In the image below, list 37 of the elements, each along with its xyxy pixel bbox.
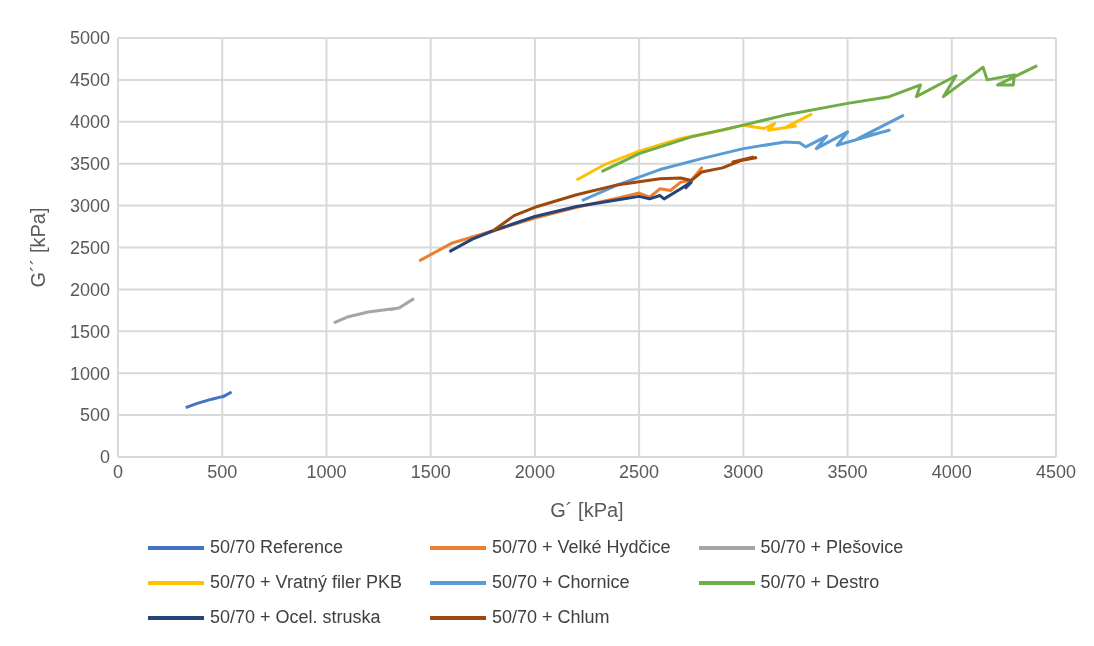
legend-label: 50/70 + Vratný filer PKB <box>210 572 402 593</box>
y-tick-label: 2000 <box>69 279 110 300</box>
y-tick-label: 3000 <box>69 195 110 216</box>
x-tick-label: 4000 <box>931 461 972 482</box>
legend-label: 50/70 + Chornice <box>491 572 630 593</box>
legend-label: 50/70 + Plešovice <box>760 537 904 558</box>
line-series <box>580 113 906 203</box>
x-tick-label: 1500 <box>410 461 451 482</box>
y-tick-label: 2500 <box>69 237 110 258</box>
x-tick-label: 500 <box>207 461 238 482</box>
x-tick-label: 2000 <box>514 461 555 482</box>
x-tick-label: 2500 <box>619 461 660 482</box>
x-axis-title: G´ [kPa] <box>550 499 624 521</box>
y-axis-title: G´´ [kPa] <box>27 207 50 288</box>
line-series <box>491 155 758 233</box>
x-tick-label: 3500 <box>827 461 868 482</box>
legend-label: 50/70 + Velké Hydčice <box>491 537 671 558</box>
line-series <box>447 180 693 254</box>
x-tick-label: 3000 <box>723 461 764 482</box>
line-series <box>184 390 234 410</box>
y-tick-label: 0 <box>99 447 110 468</box>
legend-label: 50/70 Reference <box>210 537 344 558</box>
legend-label: 50/70 + Chlum <box>491 607 610 628</box>
x-tick-label: 0 <box>112 461 124 482</box>
y-tick-label: 4000 <box>69 112 110 133</box>
legend-label: 50/70 + Destro <box>760 572 880 593</box>
line-series <box>600 64 1039 174</box>
x-tick-label: 1000 <box>306 461 347 482</box>
y-tick-label: 1500 <box>69 321 110 342</box>
y-tick-label: 1000 <box>69 363 110 384</box>
line-series <box>332 297 416 325</box>
y-tick-label: 4500 <box>69 70 110 91</box>
y-tick-label: 3500 <box>69 154 110 175</box>
y-tick-label: 500 <box>79 405 110 426</box>
y-tick-label: 5000 <box>69 28 110 49</box>
legend-label: 50/70 + Ocel. struska <box>210 607 381 628</box>
x-tick-label: 4500 <box>1035 461 1077 482</box>
